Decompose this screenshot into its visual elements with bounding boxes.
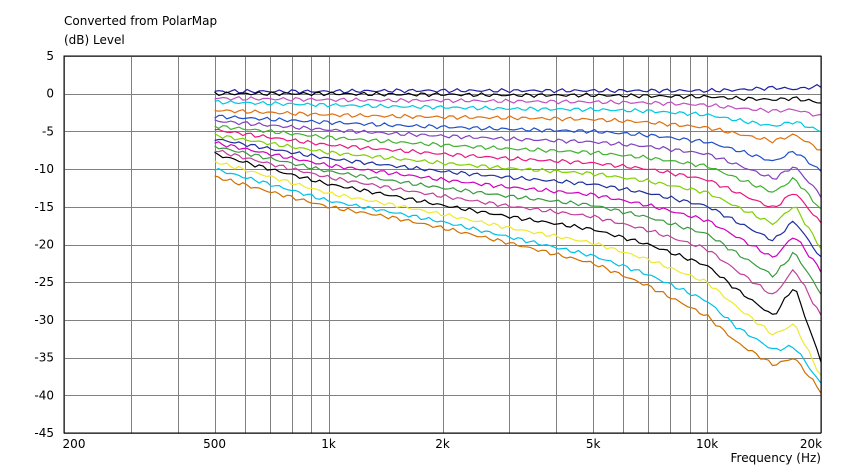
series-line bbox=[214, 96, 822, 117]
y-tick-label: -40 bbox=[34, 388, 54, 402]
x-tick-label: 1k bbox=[321, 437, 336, 451]
y-tick-label: -20 bbox=[34, 238, 54, 252]
series-line bbox=[214, 167, 822, 384]
series-line bbox=[214, 109, 822, 151]
series-line bbox=[214, 125, 822, 210]
grid bbox=[64, 56, 822, 434]
series-line bbox=[214, 175, 822, 394]
x-tick-label: 5k bbox=[586, 437, 601, 451]
chart-title: Converted from PolarMap bbox=[64, 14, 217, 28]
x-tick-label: 2k bbox=[435, 437, 450, 451]
y-tick-label: 0 bbox=[46, 87, 54, 101]
y-axis-label: (dB) Level bbox=[64, 33, 125, 47]
series-line bbox=[214, 141, 822, 273]
series-line bbox=[214, 128, 822, 224]
x-tick-label: 20k bbox=[800, 437, 822, 451]
y-tick-label: -30 bbox=[34, 313, 54, 327]
x-tick-label: 200 bbox=[63, 437, 86, 451]
series-line bbox=[214, 91, 822, 104]
y-tick-label: -10 bbox=[34, 162, 54, 176]
y-tick-labels: 5 0 -5 -10 -15 -20 -25 -30 -35 -40 -45 bbox=[34, 49, 54, 440]
series-line bbox=[214, 133, 822, 249]
series-line bbox=[214, 151, 822, 363]
y-tick-label: -35 bbox=[34, 351, 54, 365]
y-tick-label: -25 bbox=[34, 275, 54, 289]
y-tick-label: -45 bbox=[34, 426, 54, 440]
series-line bbox=[214, 160, 822, 376]
x-axis-label: Frequency (Hz) bbox=[731, 451, 822, 465]
series-line bbox=[214, 119, 822, 198]
series-line bbox=[214, 149, 822, 316]
x-tick-labels: 200 500 1k 2k 5k 10k 20k bbox=[63, 437, 823, 451]
y-tick-label: -15 bbox=[34, 200, 54, 214]
series-line bbox=[214, 138, 822, 258]
series-group bbox=[214, 83, 822, 394]
series-line bbox=[214, 114, 822, 172]
y-tick-label: 5 bbox=[46, 49, 54, 63]
series-line bbox=[214, 99, 822, 133]
x-tick-label: 500 bbox=[203, 437, 226, 451]
x-tick-label: 10k bbox=[696, 437, 718, 451]
series-line bbox=[214, 83, 822, 95]
series-line bbox=[214, 145, 822, 295]
plot-frame bbox=[63, 55, 822, 434]
y-tick-label: -5 bbox=[42, 124, 54, 138]
